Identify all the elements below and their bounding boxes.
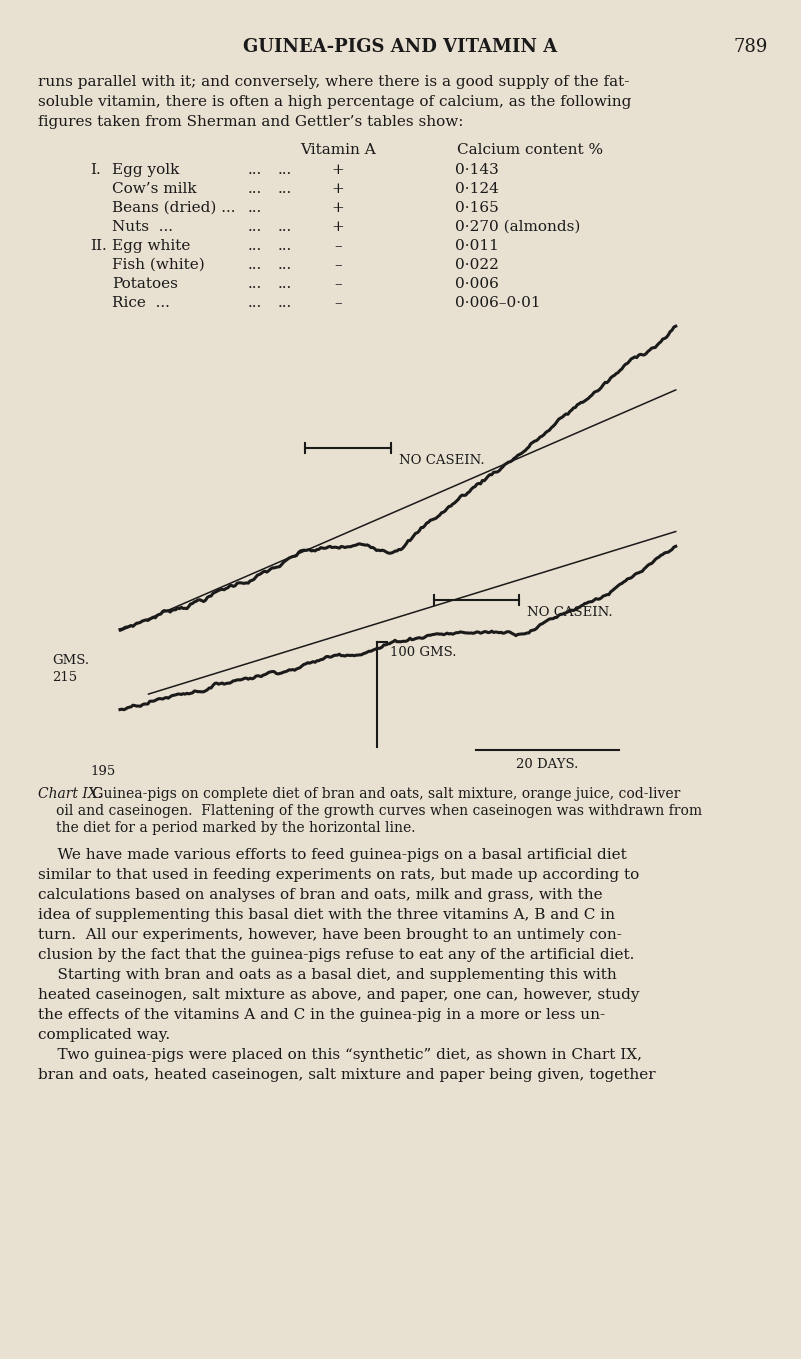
Text: Chart IX.: Chart IX. bbox=[38, 787, 102, 800]
Text: soluble vitamin, there is often a high percentage of calcium, as the following: soluble vitamin, there is often a high p… bbox=[38, 95, 631, 109]
Text: GMS.: GMS. bbox=[52, 654, 89, 667]
Text: Beans (dried) ...: Beans (dried) ... bbox=[112, 201, 235, 215]
Text: GUINEA-PIGS AND VITAMIN A: GUINEA-PIGS AND VITAMIN A bbox=[243, 38, 557, 56]
Text: runs parallel with it; and conversely, where there is a good supply of the fat-: runs parallel with it; and conversely, w… bbox=[38, 75, 630, 88]
Text: ...: ... bbox=[278, 277, 292, 291]
Text: ...: ... bbox=[278, 182, 292, 196]
Text: Egg white: Egg white bbox=[112, 239, 191, 253]
Text: ...: ... bbox=[248, 163, 262, 177]
Text: Two guinea-pigs were placed on this “synthetic” diet, as shown in Chart IX,: Two guinea-pigs were placed on this “syn… bbox=[38, 1048, 642, 1061]
Text: Fish (white): Fish (white) bbox=[112, 258, 205, 272]
Text: +: + bbox=[332, 182, 344, 196]
Text: We have made various efforts to feed guinea-pigs on a basal artificial diet: We have made various efforts to feed gui… bbox=[38, 848, 626, 862]
Text: ...: ... bbox=[248, 296, 262, 310]
Text: Potatoes: Potatoes bbox=[112, 277, 178, 291]
Text: 0·124: 0·124 bbox=[455, 182, 499, 196]
Text: the diet for a period marked by the horizontal line.: the diet for a period marked by the hori… bbox=[56, 821, 416, 834]
Text: clusion by the fact that the guinea-pigs refuse to eat any of the artificial die: clusion by the fact that the guinea-pigs… bbox=[38, 949, 634, 962]
Text: ...: ... bbox=[278, 220, 292, 234]
Text: ...: ... bbox=[248, 182, 262, 196]
Text: 100 GMS.: 100 GMS. bbox=[391, 646, 457, 659]
Text: 0·165: 0·165 bbox=[455, 201, 499, 215]
Text: Guinea-pigs on complete diet of bran and oats, salt mixture, orange juice, cod-l: Guinea-pigs on complete diet of bran and… bbox=[88, 787, 680, 800]
Text: 789: 789 bbox=[734, 38, 768, 56]
Text: ...: ... bbox=[278, 296, 292, 310]
Text: Vitamin A: Vitamin A bbox=[300, 143, 376, 158]
Text: oil and caseinogen.  Flattening of the growth curves when caseinogen was withdra: oil and caseinogen. Flattening of the gr… bbox=[56, 805, 702, 818]
Text: Egg yolk: Egg yolk bbox=[112, 163, 179, 177]
Text: ...: ... bbox=[248, 201, 262, 215]
Text: similar to that used in feeding experiments on rats, but made up according to: similar to that used in feeding experime… bbox=[38, 868, 639, 882]
Text: ...: ... bbox=[248, 239, 262, 253]
Text: Starting with bran and oats as a basal diet, and supplementing this with: Starting with bran and oats as a basal d… bbox=[38, 968, 617, 983]
Text: Calcium content %: Calcium content % bbox=[457, 143, 603, 158]
Text: +: + bbox=[332, 201, 344, 215]
Text: –: – bbox=[334, 239, 342, 253]
Text: II.: II. bbox=[90, 239, 107, 253]
Text: NO CASEIN.: NO CASEIN. bbox=[399, 454, 485, 466]
Text: 0·006–0·01: 0·006–0·01 bbox=[455, 296, 541, 310]
Text: Cow’s milk: Cow’s milk bbox=[112, 182, 196, 196]
Text: ...: ... bbox=[248, 277, 262, 291]
Text: ...: ... bbox=[278, 258, 292, 272]
Text: 0·011: 0·011 bbox=[455, 239, 499, 253]
Text: complicated way.: complicated way. bbox=[38, 1027, 170, 1042]
Text: ...: ... bbox=[278, 239, 292, 253]
Text: –: – bbox=[334, 258, 342, 272]
Text: turn.  All our experiments, however, have been brought to an untimely con-: turn. All our experiments, however, have… bbox=[38, 928, 622, 942]
Text: ...: ... bbox=[248, 220, 262, 234]
Text: –: – bbox=[334, 277, 342, 291]
Text: 0·270 (almonds): 0·270 (almonds) bbox=[455, 220, 581, 234]
Text: ...: ... bbox=[248, 258, 262, 272]
Text: NO CASEIN.: NO CASEIN. bbox=[527, 606, 613, 618]
Text: idea of supplementing this basal diet with the three vitamins A, B and C in: idea of supplementing this basal diet wi… bbox=[38, 908, 615, 921]
Text: 0·006: 0·006 bbox=[455, 277, 499, 291]
Text: +: + bbox=[332, 220, 344, 234]
Text: the effects of the vitamins A and C in the guinea-pig in a more or less un-: the effects of the vitamins A and C in t… bbox=[38, 1008, 605, 1022]
Text: Rice  ...: Rice ... bbox=[112, 296, 170, 310]
Text: I.: I. bbox=[90, 163, 101, 177]
Text: 0·022: 0·022 bbox=[455, 258, 499, 272]
Text: 195: 195 bbox=[90, 765, 115, 777]
Text: bran and oats, heated caseinogen, salt mixture and paper being given, together: bran and oats, heated caseinogen, salt m… bbox=[38, 1068, 656, 1082]
Text: heated caseinogen, salt mixture as above, and paper, one can, however, study: heated caseinogen, salt mixture as above… bbox=[38, 988, 639, 1002]
Text: Nuts  ...: Nuts ... bbox=[112, 220, 173, 234]
Text: 215: 215 bbox=[52, 671, 77, 684]
Text: –: – bbox=[334, 296, 342, 310]
Text: figures taken from Sherman and Gettler’s tables show:: figures taken from Sherman and Gettler’s… bbox=[38, 116, 464, 129]
Text: 0·143: 0·143 bbox=[455, 163, 499, 177]
Text: 20 DAYS.: 20 DAYS. bbox=[517, 758, 578, 771]
Text: calculations based on analyses of bran and oats, milk and grass, with the: calculations based on analyses of bran a… bbox=[38, 887, 602, 902]
Text: +: + bbox=[332, 163, 344, 177]
Text: ...: ... bbox=[278, 163, 292, 177]
